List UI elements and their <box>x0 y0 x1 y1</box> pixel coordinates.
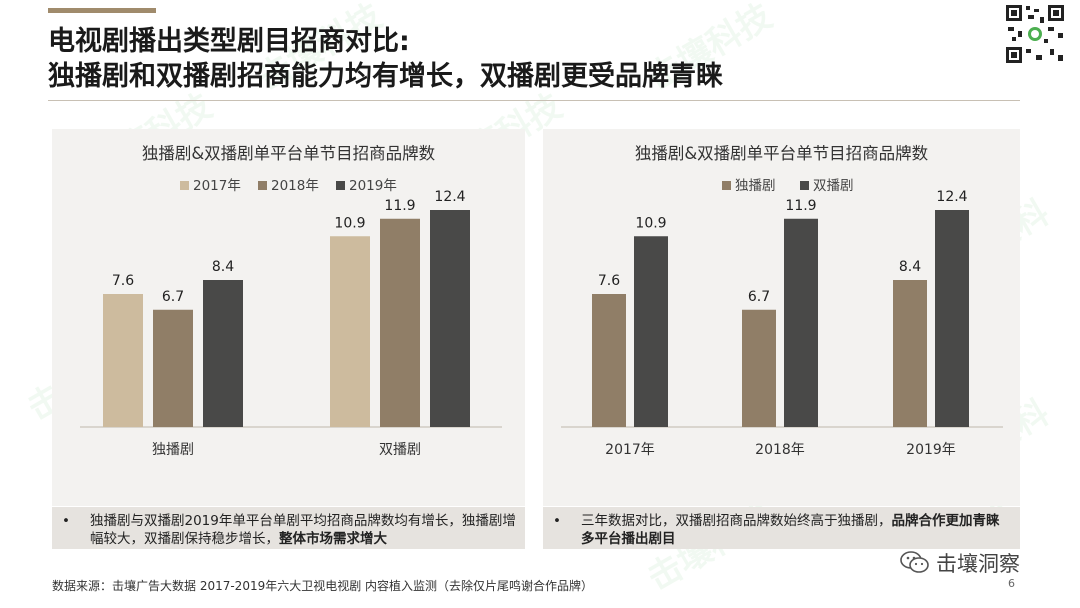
page-title: 电视剧播出类型剧目招商对比: 独播剧和双播剧招商能力均有增长，双播剧更受品牌青睐 <box>48 24 723 94</box>
legend-label: 2019年 <box>349 178 397 194</box>
legend-swatch <box>722 181 731 190</box>
category-label: 双播剧 <box>379 442 421 458</box>
title-line-2: 独播剧和双播剧招商能力均有增长，双播剧更受品牌青睐 <box>48 61 723 92</box>
chart-title: 独播剧&双播剧单平台单节目招商品牌数 <box>635 144 929 163</box>
data-label: 6.7 <box>162 289 184 305</box>
legend-label: 双播剧 <box>813 178 854 194</box>
bar <box>893 280 927 427</box>
data-label: 11.9 <box>785 198 816 214</box>
note-bullet: • <box>62 513 70 529</box>
data-label: 11.9 <box>384 198 415 214</box>
bar <box>153 309 193 427</box>
right-note-text: 三年数据对比，双播剧招商品牌数始终高于独播剧，品牌合作更加青睐多平台播出剧目 <box>581 512 1012 548</box>
chart-title: 独播剧&双播剧单平台单节目招商品牌数 <box>142 144 436 163</box>
data-label: 8.4 <box>212 259 234 275</box>
bar <box>430 210 470 427</box>
right-note-body: 三年数据对比，双播剧招商品牌数始终高于独播剧， <box>581 513 892 529</box>
category-label: 独播剧 <box>152 442 194 458</box>
category-label: 2017年 <box>605 442 655 458</box>
data-label: 10.9 <box>334 215 365 231</box>
bar <box>784 218 818 427</box>
legend-label: 2018年 <box>271 178 319 194</box>
legend-label: 2017年 <box>193 178 241 194</box>
title-divider <box>48 100 1020 101</box>
note-bullet: • <box>553 513 561 529</box>
legend-swatch <box>336 181 345 190</box>
bar <box>203 280 243 427</box>
bar <box>935 210 969 427</box>
data-label: 12.4 <box>936 189 967 205</box>
left-note-body: 独播剧与双播剧2019年单平台单剧平均招商品牌数均有增长，独播剧增幅较大，双播剧… <box>90 513 516 547</box>
data-label: 12.4 <box>434 189 465 205</box>
bar <box>380 218 420 427</box>
wechat-icon <box>900 551 929 573</box>
data-label: 8.4 <box>899 259 921 275</box>
data-label: 6.7 <box>748 289 770 305</box>
chart-left: 独播剧&双播剧单平台单节目招商品牌数 2017年 2018年 2019年 7.6 6.7 8… <box>80 144 502 458</box>
qr-code-icon <box>1004 3 1066 65</box>
left-note: • 独播剧与双播剧2019年单平台单剧平均招商品牌数均有增长，独播剧增幅较大，双… <box>52 507 525 549</box>
wechat-account-name: 击壤洞察 <box>936 552 1020 576</box>
wechat-account: 击壤洞察 <box>900 548 1020 578</box>
left-note-emphasis: 整体市场需求增大 <box>279 531 387 547</box>
data-label: 7.6 <box>598 273 620 289</box>
title-line-1: 电视剧播出类型剧目招商对比: <box>48 26 410 57</box>
bar <box>742 309 776 427</box>
left-note-text: 独播剧与双播剧2019年单平台单剧平均招商品牌数均有增长，独播剧增幅较大，双播剧… <box>90 512 517 548</box>
legend-swatch <box>180 181 189 190</box>
page-number: 6 <box>1008 577 1015 590</box>
data-label: 10.9 <box>635 215 666 231</box>
category-label: 2018年 <box>755 442 805 458</box>
legend-label: 独播剧 <box>735 178 776 194</box>
data-label: 7.6 <box>112 273 134 289</box>
legend-swatch <box>800 181 809 190</box>
data-source: 数据来源：击壤广告大数据 2017-2019年六大卫视电视剧 内容植入监测（去除… <box>52 579 594 593</box>
right-note-emphasis: 品牌合作更加青睐多平台播出剧目 <box>581 513 1000 547</box>
bar <box>330 236 370 427</box>
bar <box>103 294 143 427</box>
legend-swatch <box>258 181 267 190</box>
bar <box>634 236 668 427</box>
category-label: 2019年 <box>906 442 956 458</box>
right-note: • 三年数据对比，双播剧招商品牌数始终高于独播剧，品牌合作更加青睐多平台播出剧目 <box>543 507 1020 549</box>
bar <box>592 294 626 427</box>
title-accent-bar <box>48 8 156 13</box>
